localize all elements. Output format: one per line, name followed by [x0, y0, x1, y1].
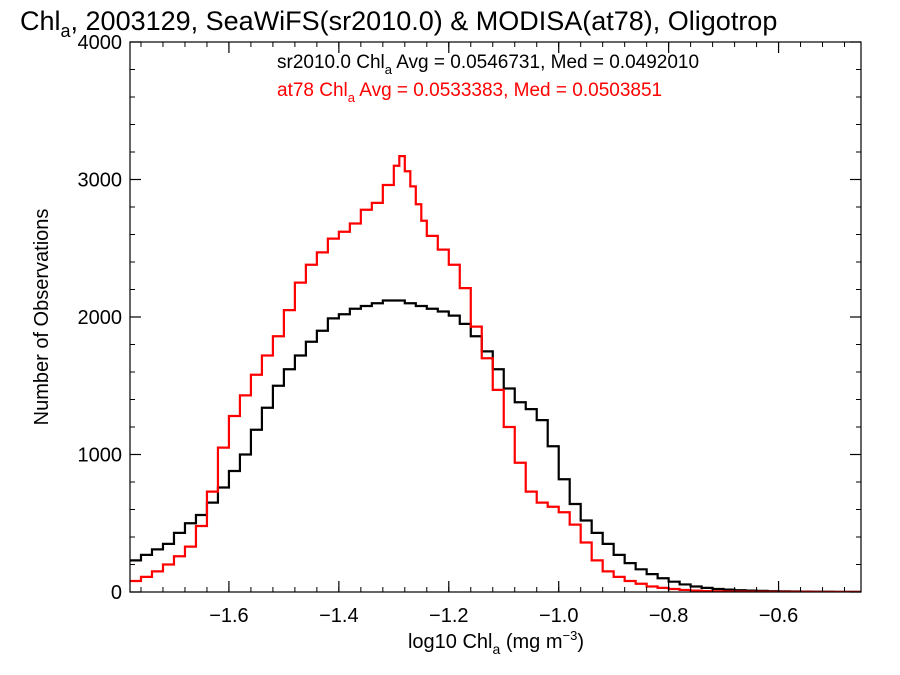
chart-title: Chla, 2003129, SeaWiFS(sr2010.0) & MODIS…	[20, 6, 777, 41]
series-stats-sr2010-post: Avg = 0.0546731, Med = 0.0492010	[392, 52, 699, 73]
series-stats-at78-pre: at78 Chl	[277, 80, 348, 101]
series-stats-sr2010: sr2010.0 Chla Avg = 0.0546731, Med = 0.0…	[277, 52, 699, 77]
y-tick-label-4: 4000	[78, 32, 123, 54]
series-line-1	[130, 155, 861, 592]
y-tick-label-1: 1000	[78, 445, 123, 467]
series-stats-sr2010-sub: a	[385, 62, 393, 77]
y-tick-label-0: 0	[111, 582, 122, 604]
series-stats-sr2010-pre: sr2010.0 Chl	[277, 52, 385, 73]
chart-title-rest: , 2003129, SeaWiFS(sr2010.0) & MODISA(at…	[71, 6, 778, 36]
x-tick-label-1: −1.4	[319, 605, 358, 627]
y-axis-label: Number of Observations	[31, 209, 53, 426]
x-axis-label: log10 Chla (mg m−3)	[408, 628, 584, 657]
x-tick-label-3: −1.0	[539, 605, 578, 627]
x-tick-label-2: −1.2	[429, 605, 468, 627]
x-axis-label-post: )	[577, 631, 584, 653]
x-tick-label-0: −1.6	[209, 605, 248, 627]
plot-frame	[129, 41, 862, 593]
chart-title-main: Chl	[20, 6, 61, 36]
y-tick-label-2: 2000	[78, 307, 123, 329]
x-tick-label-5: −0.6	[759, 605, 798, 627]
series-stats-at78-sub: a	[348, 90, 356, 105]
chart-title-subscript: a	[61, 21, 72, 41]
x-axis-label-pre: log10 Chl	[408, 631, 493, 653]
x-axis-label-mid: (mg m	[500, 631, 562, 653]
x-axis-label-sub: a	[493, 641, 501, 657]
x-tick-label-4: −0.8	[649, 605, 688, 627]
series-stats-at78: at78 Chla Avg = 0.0533383, Med = 0.05038…	[277, 80, 662, 105]
x-axis-label-sup: −3	[563, 628, 578, 643]
y-tick-label-3: 3000	[78, 170, 123, 192]
series-stats-at78-post: Avg = 0.0533383, Med = 0.0503851	[355, 80, 662, 101]
series-line-0	[130, 299, 861, 592]
